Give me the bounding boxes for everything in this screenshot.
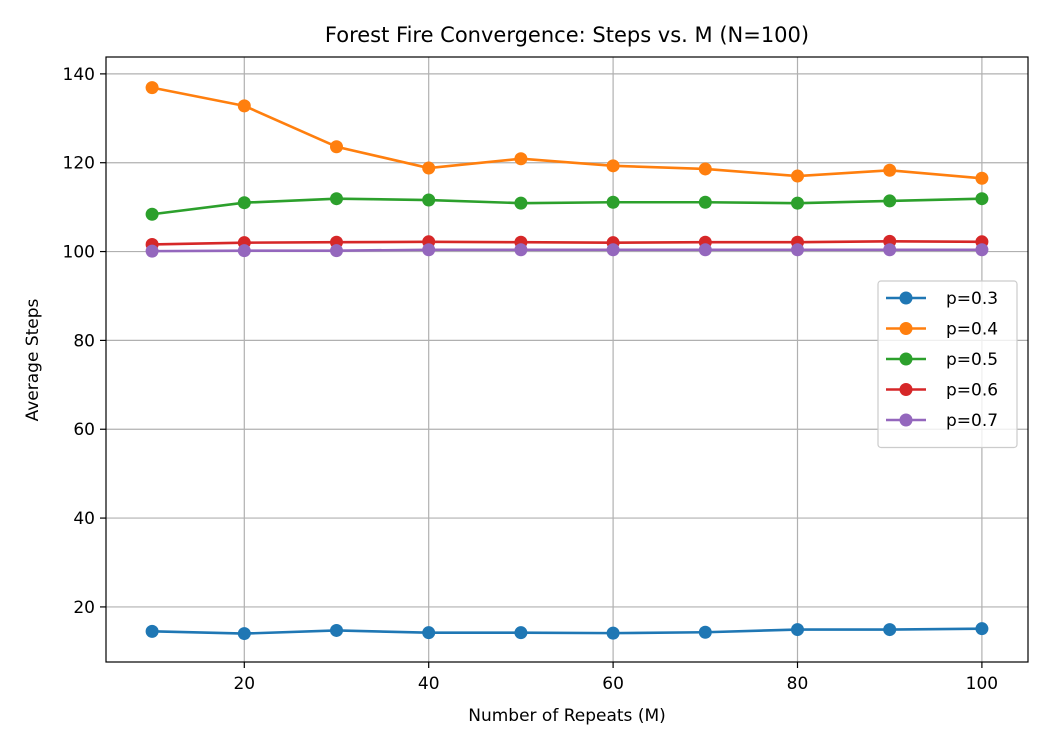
legend-label: p=0.4 xyxy=(946,320,998,340)
data-point xyxy=(791,243,804,257)
series-line xyxy=(152,248,982,253)
data-point xyxy=(975,622,989,636)
data-point xyxy=(883,194,897,208)
data-point xyxy=(698,625,712,639)
data-point xyxy=(145,624,159,638)
x-tick-label: 100 xyxy=(966,674,998,694)
legend-label: p=0.5 xyxy=(946,350,998,370)
x-tick-label: 60 xyxy=(602,674,624,694)
data-point xyxy=(791,623,804,637)
x-axis-label: Number of Repeats (M) xyxy=(468,706,666,726)
y-tick-label: 100 xyxy=(63,243,95,263)
x-tick-label: 20 xyxy=(233,674,255,694)
data-point xyxy=(422,243,436,257)
data-point xyxy=(975,171,989,185)
legend-label: p=0.6 xyxy=(946,381,998,401)
data-point xyxy=(698,243,712,257)
series-line xyxy=(152,240,982,246)
data-point xyxy=(791,169,804,183)
data-point xyxy=(975,192,989,206)
data-point xyxy=(514,152,528,166)
series-line xyxy=(151,86,983,180)
legend-marker xyxy=(899,352,913,366)
data-point xyxy=(422,161,436,175)
data-point xyxy=(606,195,620,209)
y-axis-ticks: 20 40 60 80 100 120 140 xyxy=(63,65,106,618)
data-point xyxy=(237,196,251,210)
y-tick-label: 80 xyxy=(73,331,95,351)
data-point xyxy=(698,162,712,176)
legend-item: p=0.7 xyxy=(886,411,998,431)
series-p=0.5 xyxy=(145,192,989,221)
data-point xyxy=(791,196,804,210)
y-tick-label: 60 xyxy=(73,420,95,440)
data-point xyxy=(330,192,343,206)
data-point xyxy=(883,163,897,177)
data-point xyxy=(330,623,343,637)
data-point xyxy=(514,196,528,210)
y-tick-label: 140 xyxy=(63,65,95,85)
legend-item: p=0.3 xyxy=(886,289,998,309)
x-axis-ticks: 20 40 60 80 100 xyxy=(233,662,998,694)
data-point xyxy=(606,626,620,640)
data-point xyxy=(422,193,436,207)
data-point xyxy=(514,243,528,257)
data-point xyxy=(330,140,343,154)
series-p=0.7 xyxy=(145,243,989,258)
data-point xyxy=(237,627,251,641)
data-point xyxy=(698,195,712,209)
legend-label: p=0.3 xyxy=(946,289,998,309)
data-point xyxy=(145,81,159,95)
legend-marker xyxy=(899,413,913,427)
data-point xyxy=(975,243,989,257)
y-tick-label: 20 xyxy=(73,598,95,618)
data-point xyxy=(606,159,620,173)
x-tick-label: 40 xyxy=(418,674,440,694)
legend-label: p=0.7 xyxy=(946,411,998,431)
series-p=0.4 xyxy=(145,81,989,185)
x-tick-label: 80 xyxy=(787,674,809,694)
legend-item: p=0.4 xyxy=(886,320,998,340)
y-axis-label: Average Steps xyxy=(23,298,43,421)
data-point xyxy=(422,626,436,640)
y-tick-label: 40 xyxy=(73,509,95,529)
data-point xyxy=(606,243,620,257)
series-layer xyxy=(145,81,989,641)
data-point xyxy=(883,243,897,257)
series-p=0.3 xyxy=(145,622,989,641)
chart-title: Forest Fire Convergence: Steps vs. M (N=… xyxy=(325,23,809,47)
data-point xyxy=(145,244,159,258)
legend-marker xyxy=(899,322,913,335)
plot-frame xyxy=(105,56,1029,663)
legend: p=0.3 p=0.4 p=0.5 p=0.6 p=0.7 xyxy=(877,280,1018,449)
series-line xyxy=(151,197,982,216)
legend-marker xyxy=(899,291,913,305)
data-point xyxy=(883,623,897,637)
legend-item: p=0.6 xyxy=(886,381,998,401)
legend-item: p=0.5 xyxy=(886,350,998,370)
legend-marker xyxy=(899,383,913,396)
data-point xyxy=(237,99,251,113)
y-tick-label: 120 xyxy=(63,154,95,174)
data-point xyxy=(330,244,343,258)
legend-frame xyxy=(877,280,1018,449)
series-line xyxy=(152,627,982,635)
data-point xyxy=(237,244,251,258)
data-point xyxy=(514,626,528,640)
data-point xyxy=(145,207,159,221)
